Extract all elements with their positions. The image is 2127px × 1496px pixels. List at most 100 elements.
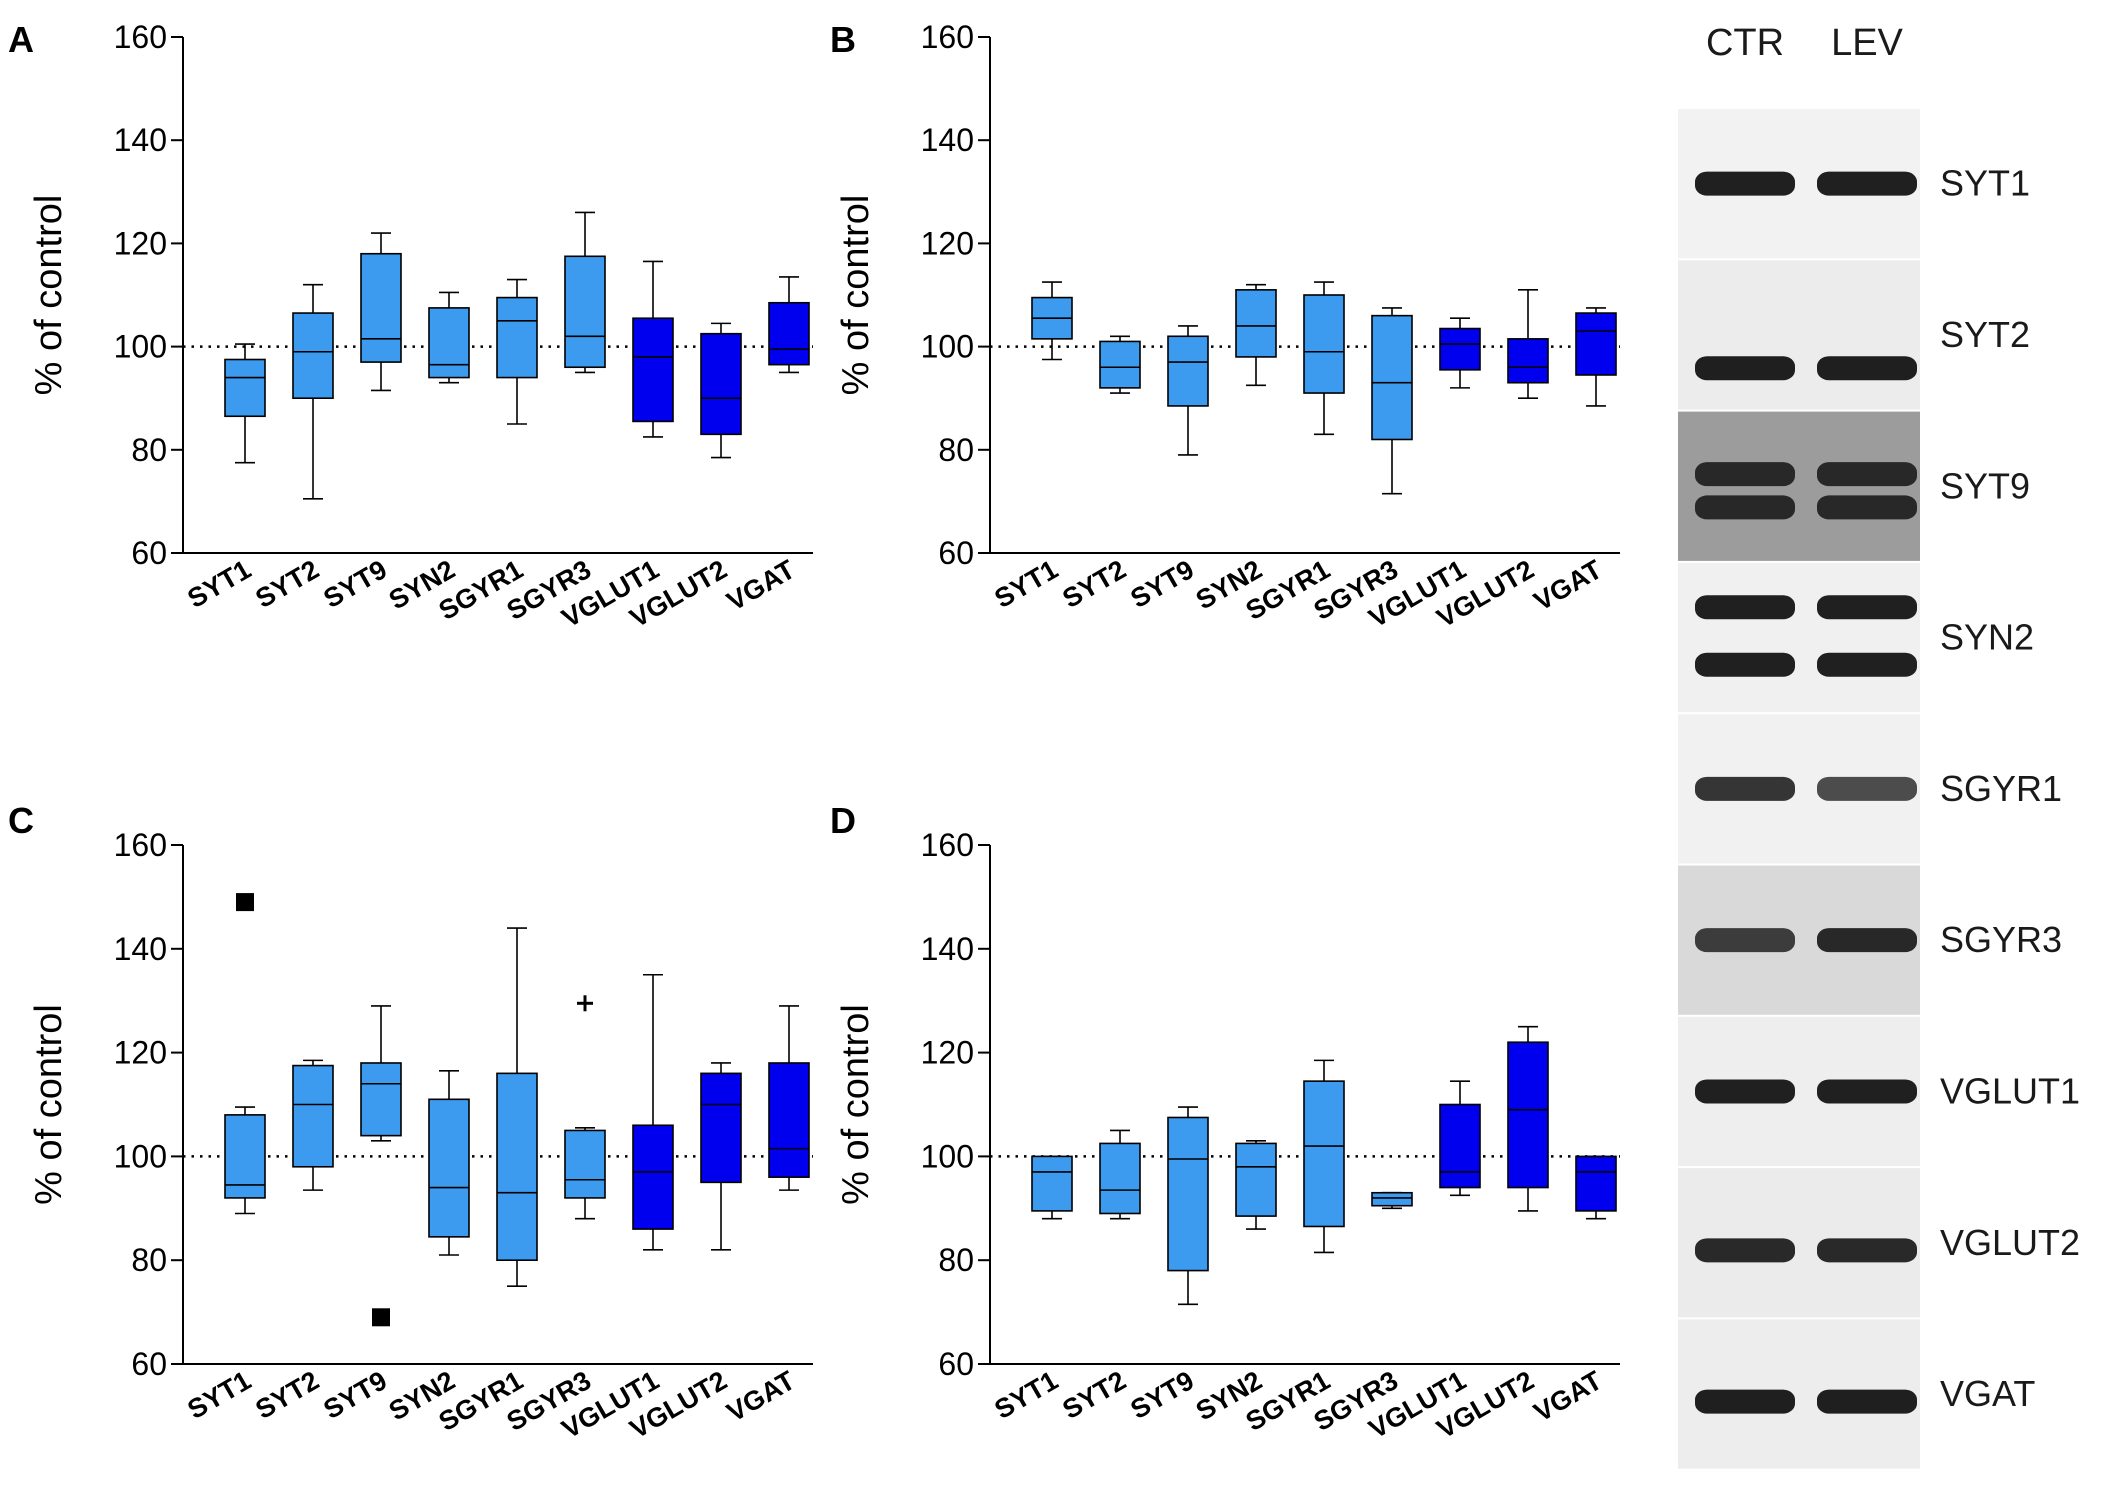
y-axis-label-D: % of control: [835, 1004, 877, 1205]
y-axis-label-B: % of control: [835, 195, 877, 396]
box-SYT2: [292, 283, 334, 500]
box-SGYR1: [1303, 1059, 1345, 1254]
box-iqr: [1507, 1041, 1549, 1189]
y-tick-label: 140: [114, 931, 167, 967]
box-iqr: [1371, 314, 1413, 441]
box-iqr: [224, 358, 266, 418]
y-tick-label: 120: [921, 225, 974, 261]
blot-band: [1817, 928, 1917, 953]
box-iqr: [1167, 335, 1209, 407]
box-SYT9: [1167, 325, 1209, 456]
box-iqr: [1303, 1080, 1345, 1228]
box-iqr: [1167, 1116, 1209, 1272]
panel-C: C % of control 60 80 100 120 140 160 SYT1SYT2SYT…: [8, 800, 813, 1444]
blot-band: [1695, 1238, 1795, 1263]
box-VGAT: [1575, 1155, 1617, 1220]
box-SGYR1: [1303, 281, 1345, 436]
box-iqr: [700, 1072, 742, 1184]
y-tick-label: 160: [921, 19, 974, 55]
blot-band: [1817, 1238, 1917, 1263]
y-tick-label: 60: [131, 1346, 167, 1382]
blot-label-VGAT: VGAT: [1940, 1373, 2035, 1414]
x-category-label: SYT1: [183, 554, 256, 614]
panel-label-B: B: [830, 19, 856, 60]
x-category-label: VGAT: [722, 1365, 801, 1428]
box-SYT9: [360, 232, 402, 392]
blot-band: [1695, 652, 1795, 677]
box-iqr: [1099, 340, 1141, 389]
box-iqr: [1507, 338, 1549, 384]
y-tick-label: 140: [114, 122, 167, 158]
blot-label-SYT1: SYT1: [1940, 163, 2030, 204]
box-VGLUT2: [1507, 289, 1549, 400]
y-tick-label: 120: [114, 225, 167, 261]
y-tick-label: 80: [938, 1242, 974, 1278]
y-axis-label-C: % of control: [28, 1004, 70, 1205]
panel-label-C: C: [8, 800, 34, 841]
blot-band: [1817, 595, 1917, 620]
outlier-SYT9: [372, 1308, 390, 1327]
box-VGAT: [1575, 307, 1617, 407]
x-category-label: SYT9: [319, 554, 392, 614]
y-tick-label: 120: [921, 1035, 974, 1071]
box-plot-panels: A% of control6080100120140160SYT1SYT2SYT…: [8, 19, 1620, 1444]
blot-row-SYN2: SYN2: [1678, 562, 2034, 713]
y-tick-label: 80: [938, 432, 974, 468]
box-iqr: [292, 1064, 334, 1168]
box-iqr: [564, 1129, 606, 1199]
blot-label-SYT9: SYT9: [1940, 465, 2030, 506]
blot-band: [1817, 776, 1917, 801]
box-iqr: [1439, 1103, 1481, 1189]
panel-label-A: A: [8, 19, 34, 60]
blot-row-VGAT: VGAT: [1678, 1319, 2035, 1469]
blot-band: [1695, 595, 1795, 620]
x-category-label: SYT2: [251, 1365, 324, 1425]
blot-band: [1695, 776, 1795, 801]
box-SYT1: [1031, 1155, 1073, 1220]
blot-band: [1695, 462, 1795, 487]
blot-label-SGYR1: SGYR1: [1940, 768, 2062, 809]
box-VGLUT1: [632, 973, 674, 1251]
box-iqr: [632, 1124, 674, 1230]
blot-label-SYN2: SYN2: [1940, 617, 2034, 658]
blot-band: [1817, 1079, 1917, 1104]
panel-A: A % of control 60 80 100 120 140 160 SYT1SYT2SYT…: [8, 19, 813, 633]
box-SYT1: [224, 1106, 266, 1215]
blot-band: [1817, 171, 1917, 196]
y-tick-label: 60: [131, 535, 167, 571]
blot-label-SYT2: SYT2: [1940, 314, 2030, 355]
panel-D: D % of control 60 80 100 120 140 160 SYT1SYT2SYT…: [830, 800, 1620, 1444]
blot-label-VGLUT1: VGLUT1: [1940, 1070, 2080, 1111]
box-SYT2: [1099, 335, 1141, 394]
y-tick-label: 100: [114, 1138, 167, 1174]
box-SYT9: [1167, 1106, 1209, 1306]
x-category-label: SYT9: [1126, 1365, 1199, 1425]
blot-band: [1695, 1389, 1795, 1414]
y-tick-label: 120: [114, 1035, 167, 1071]
blot-row-SYT1: SYT1: [1678, 109, 2030, 259]
y-tick-label: 100: [921, 1138, 974, 1174]
blot-header-lev: LEV: [1831, 22, 1903, 64]
box-iqr: [768, 1062, 810, 1178]
box-iqr: [1575, 312, 1617, 376]
western-blot-panel: CTR LEV SYT1 SYT2 SYT9 SYN2 SGYR1 SGYR3 VGLUT1…: [1678, 22, 2080, 1469]
y-tick-label: 160: [921, 827, 974, 863]
y-tick-label: 80: [131, 1242, 167, 1278]
box-VGLUT2: [1507, 1025, 1549, 1212]
box-SYT9: [360, 1005, 402, 1142]
x-category-label: SYT9: [319, 1365, 392, 1425]
x-category-label: SYT9: [1126, 554, 1199, 614]
blot-row-SGYR1: SGYR1: [1678, 714, 2062, 864]
box-iqr: [428, 307, 470, 379]
y-tick-label: 60: [938, 1346, 974, 1382]
box-VGAT: [768, 276, 810, 374]
y-tick-label: 100: [114, 329, 167, 365]
x-category-label: VGAT: [1529, 1365, 1608, 1428]
y-tick-label: 160: [114, 19, 167, 55]
box-SYT1: [224, 343, 266, 464]
y-tick-label: 100: [921, 329, 974, 365]
box-SYN2: [428, 291, 470, 384]
x-category-label: SYT2: [1058, 554, 1131, 614]
blot-background: [1678, 562, 1920, 713]
box-iqr: [768, 301, 810, 366]
